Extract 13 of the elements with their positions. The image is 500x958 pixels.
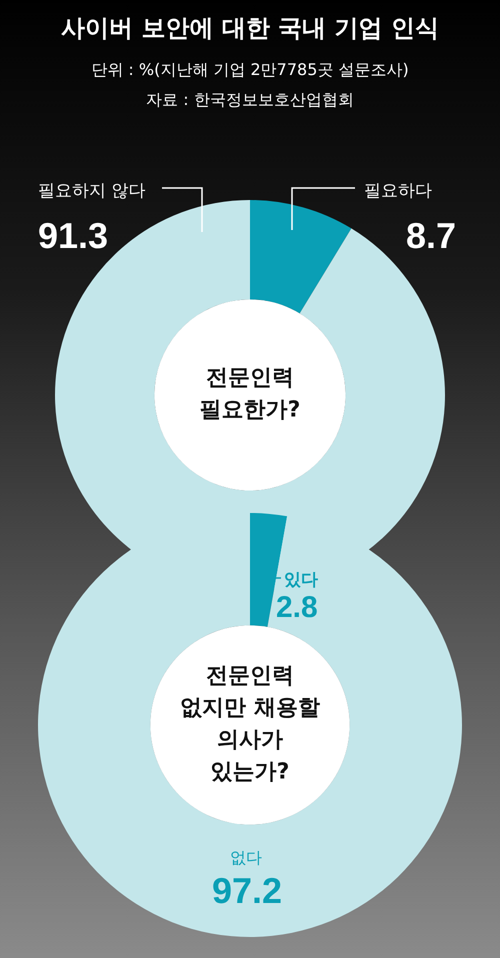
slice-label: 있다 xyxy=(284,570,318,590)
data-label: 8.7 xyxy=(406,215,456,256)
chart-title: 사이버 보안에 대한 국내 기업 인식 xyxy=(60,13,440,44)
data-label: 2.8 xyxy=(276,591,318,624)
chart-subtitle: 단위 : %(지난해 기업 2만7785곳 설문조사) xyxy=(90,60,410,81)
slice-label: 필요하지 않다 xyxy=(38,181,146,201)
data-label: 91.3 xyxy=(38,215,108,256)
data-label: 97.2 xyxy=(212,870,282,911)
text: 자료 : 한국정보보호산업협회 xyxy=(145,90,355,111)
text: 전문인력 필요한가? xyxy=(200,366,300,423)
text: 전문인력 없지만 채용할 의사가 있는가? xyxy=(180,664,320,785)
slice-label: 필요하다 xyxy=(364,181,432,201)
slice-label: 없다 xyxy=(230,848,262,867)
